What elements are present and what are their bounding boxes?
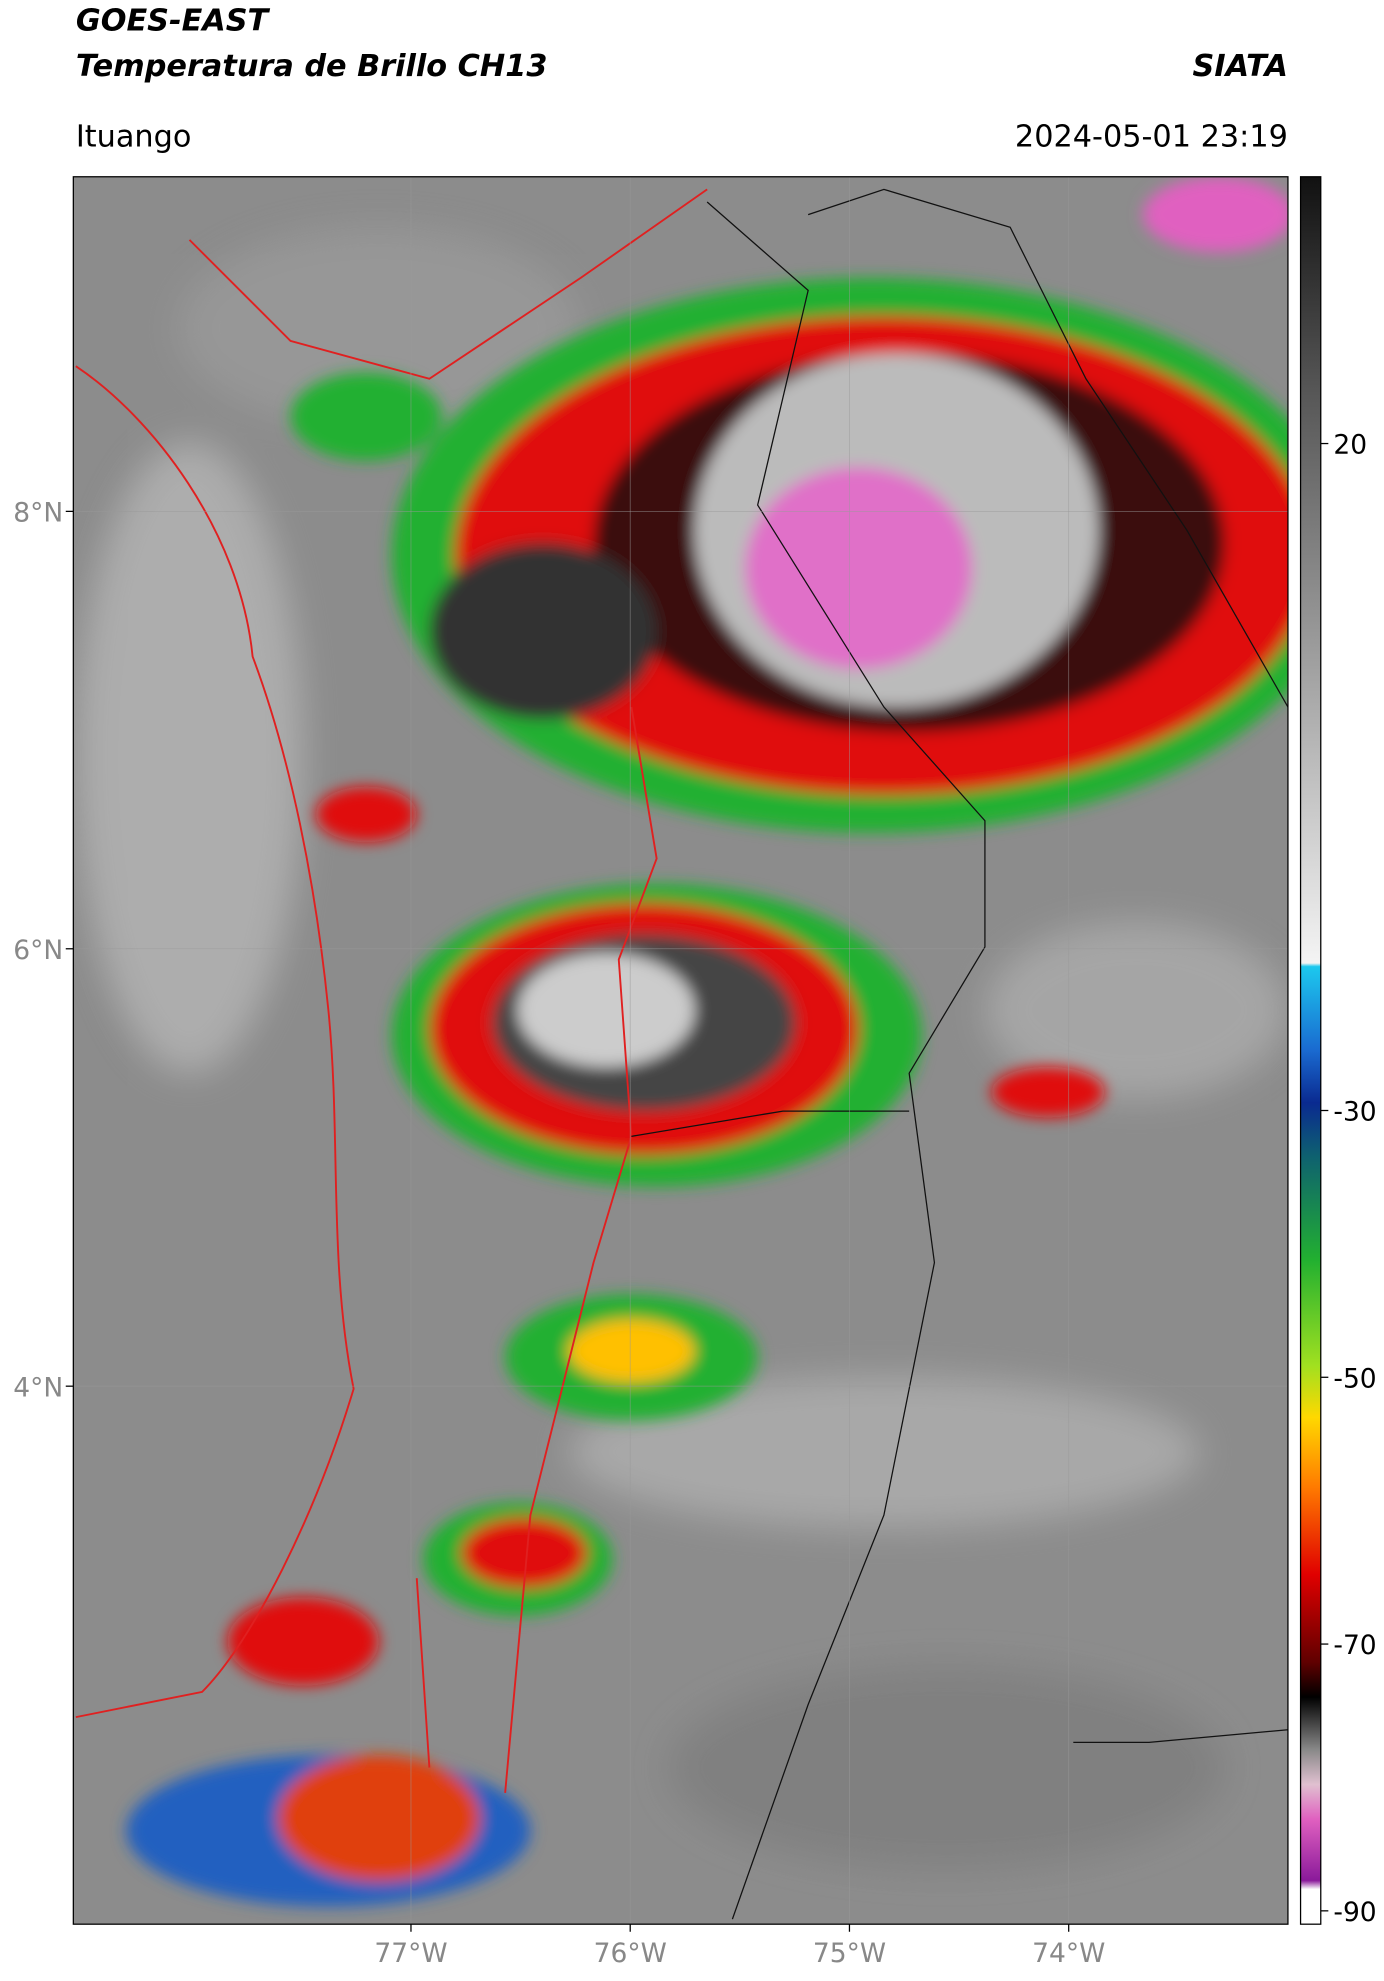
colorbar-ticks: 20 -30 -50 -70 -90 bbox=[1320, 430, 1377, 1928]
colorbar-label: -30 bbox=[1333, 1097, 1376, 1128]
lat-label: 8°N bbox=[13, 497, 63, 528]
colorbar-label: -70 bbox=[1333, 1630, 1376, 1661]
map-image bbox=[73, 176, 1288, 1925]
lon-label: 76°W bbox=[594, 1938, 667, 1969]
source: SIATA bbox=[1193, 49, 1288, 84]
colorbar bbox=[1299, 176, 1322, 1925]
datetime: 2024-05-01 23:19 bbox=[1015, 119, 1288, 154]
product: Temperatura de Brillo CH13 bbox=[76, 49, 548, 84]
location: Ituango bbox=[76, 119, 192, 154]
lon-label: 75°W bbox=[813, 1938, 886, 1969]
lon-label: 77°W bbox=[374, 1938, 447, 1969]
colorbar-label: 20 bbox=[1333, 430, 1367, 461]
lat-label: 6°N bbox=[13, 935, 63, 966]
graticule: 8°N 6°N 4°N 77°W 76°W 75°W 74°W bbox=[13, 176, 1288, 1969]
colorbar-label: -50 bbox=[1333, 1363, 1376, 1394]
lat-label: 4°N bbox=[13, 1372, 63, 1403]
lon-label: 74°W bbox=[1032, 1938, 1105, 1969]
satellite: GOES-EAST bbox=[76, 3, 271, 38]
colorbar-label: -90 bbox=[1333, 1897, 1376, 1928]
map-frame bbox=[72, 176, 1289, 1925]
